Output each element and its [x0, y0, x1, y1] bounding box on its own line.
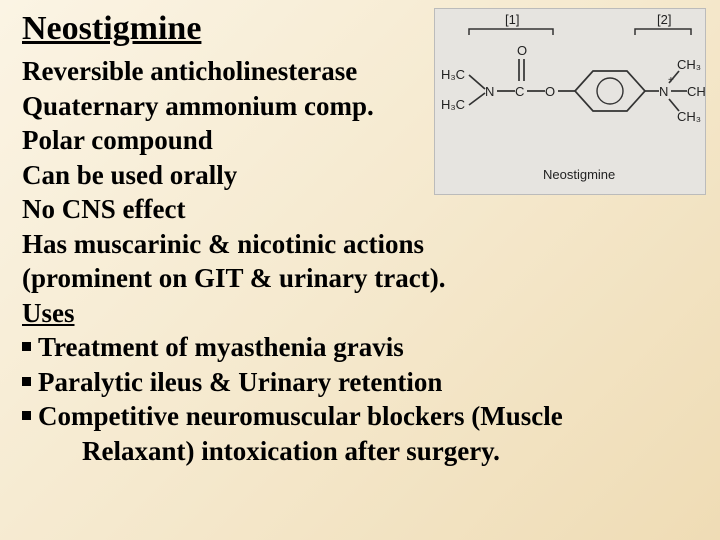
- property-line: Has muscarinic & nicotinic actions: [22, 227, 702, 262]
- property-line: No CNS effect: [22, 192, 702, 227]
- chemical-structure-diagram: [1] [2] H₃C H₃C N C O O N + CH₃ CH₃: [434, 8, 706, 195]
- bullet-icon: [22, 411, 31, 420]
- use-text: Competitive neuromuscular blockers (Musc…: [38, 399, 702, 434]
- c-center: C: [515, 84, 524, 99]
- diagram-caption: Neostigmine: [543, 167, 615, 182]
- use-item: Paralytic ileus & Urinary retention: [22, 365, 702, 400]
- use-item: Treatment of myasthenia gravis: [22, 330, 702, 365]
- ch3-a: CH₃: [677, 57, 701, 72]
- property-line: (prominent on GIT & urinary tract).: [22, 261, 702, 296]
- n-right: N: [659, 84, 668, 99]
- bullet-icon: [22, 377, 31, 386]
- use-text-continuation: Relaxant) intoxication after surgery.: [22, 434, 702, 469]
- use-text: Paralytic ileus & Urinary retention: [38, 365, 702, 400]
- use-item: Competitive neuromuscular blockers (Musc…: [22, 399, 702, 434]
- o-ester: O: [545, 84, 555, 99]
- ch3-c: CH₃: [677, 109, 701, 124]
- uses-heading: Uses: [22, 296, 702, 331]
- h3c-top: H₃C: [441, 67, 465, 82]
- bracket-left-label: [1]: [505, 12, 519, 27]
- ch3-b: CH₃: [687, 84, 705, 99]
- o-top: O: [517, 43, 527, 58]
- bullet-icon: [22, 342, 31, 351]
- bracket-right-label: [2]: [657, 12, 671, 27]
- n-left: N: [485, 84, 494, 99]
- use-text: Treatment of myasthenia gravis: [38, 330, 702, 365]
- h3c-bot: H₃C: [441, 97, 465, 112]
